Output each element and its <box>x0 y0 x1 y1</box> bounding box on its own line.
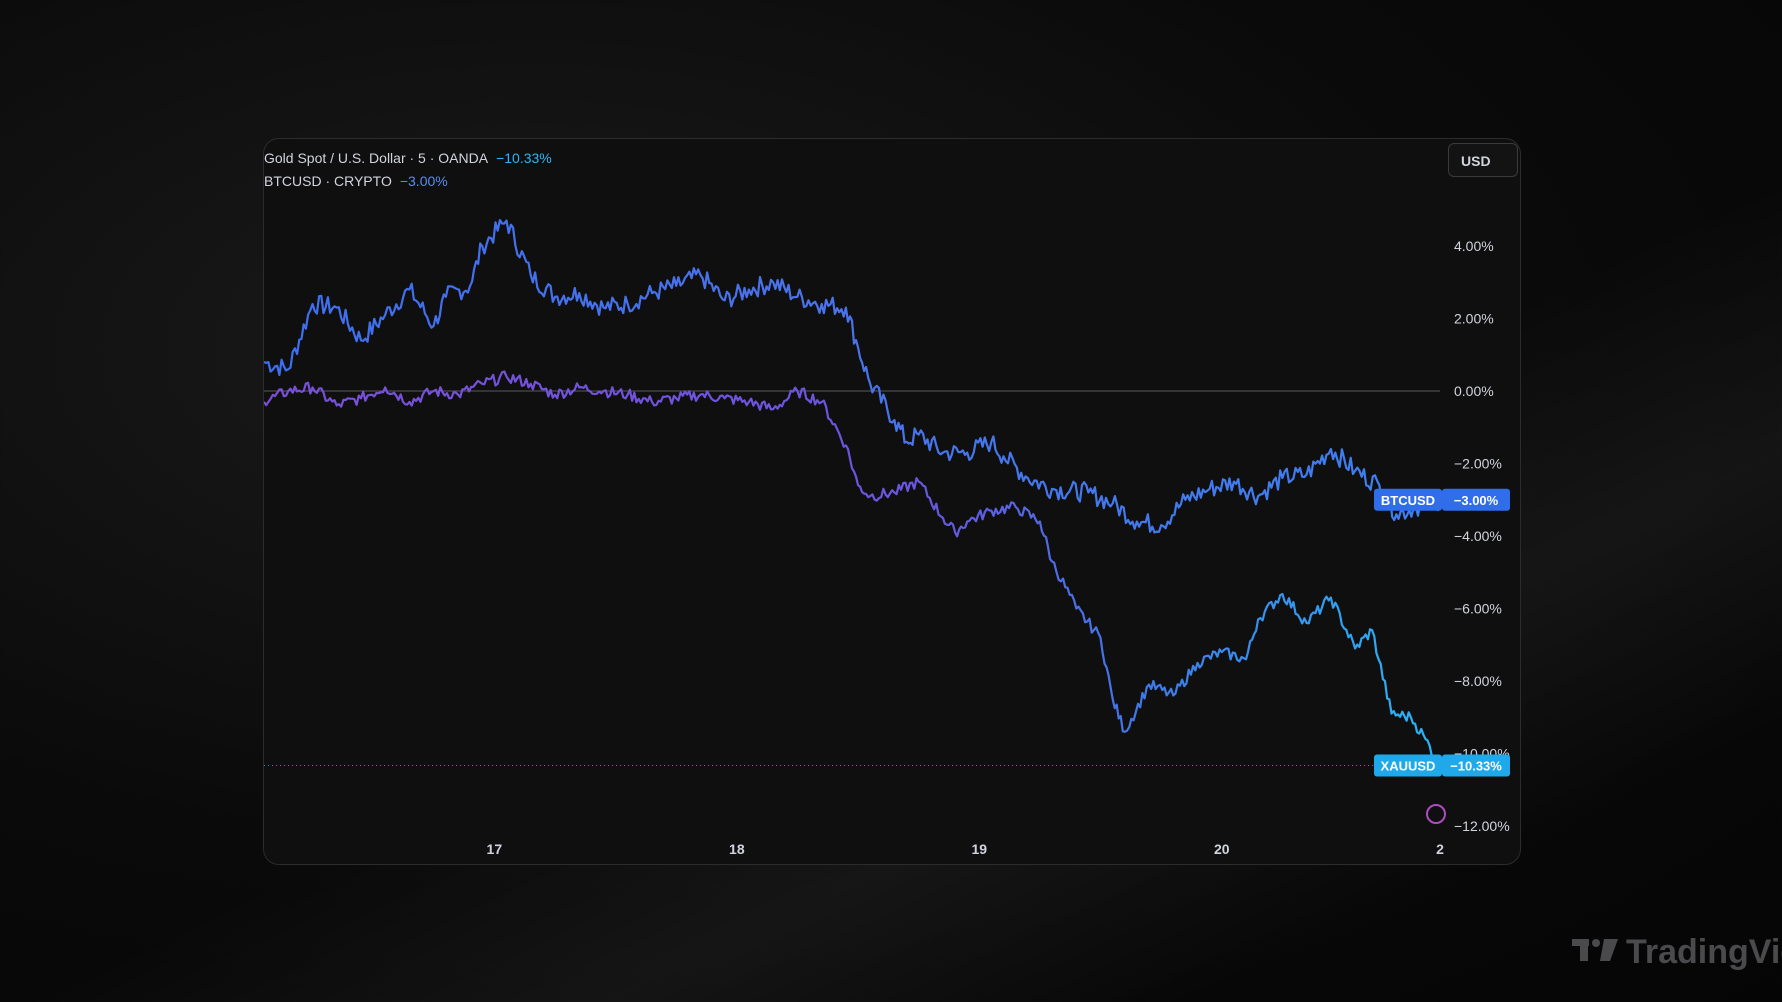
tradingview-watermark: TradingVie <box>1572 928 1782 972</box>
xauusd-value-tag-box <box>1442 754 1510 777</box>
x-tick-label: 17 <box>487 841 503 857</box>
btcusd-series-line[interactable] <box>264 219 1442 534</box>
y-tick-label: −2.00% <box>1454 456 1502 472</box>
legend-btc-change: −3.00% <box>399 173 448 189</box>
y-tick-label: −8.00% <box>1454 673 1502 689</box>
y-tick-label: −12.00% <box>1454 818 1510 834</box>
legend-gold-label: Gold Spot / U.S. Dollar · 5 · OANDA <box>264 150 489 166</box>
tradingview-logo-icon <box>1572 930 1618 974</box>
chart-panel[interactable]: Gold Spot / U.S. Dollar · 5 · OANDA −10.3… <box>263 138 1521 865</box>
legend-gold[interactable]: Gold Spot / U.S. Dollar · 5 · OANDA −10.3… <box>264 147 552 170</box>
xauusd-value-tag: −10.33% <box>1450 758 1502 773</box>
xauusd-tag-box[interactable] <box>1374 754 1442 777</box>
xauusd-series-line[interactable] <box>264 370 1442 766</box>
legend-btc[interactable]: BTCUSD · CRYPTO −3.00% <box>264 170 552 193</box>
y-tick-label: −4.00% <box>1454 528 1502 544</box>
comparison-chart[interactable]: 4.00% 2.00% 0.00% −2.00% −4.00% −6.00% −8.00% −… <box>264 139 1520 864</box>
x-tick-label: 18 <box>729 841 745 857</box>
xauusd-tag: XAUUSD <box>1381 758 1436 773</box>
y-tick-label: 2.00% <box>1454 311 1494 327</box>
btcusd-tag: BTCUSD <box>1381 493 1435 508</box>
legend-btc-label: BTCUSD · CRYPTO <box>264 173 392 189</box>
legend-gold-change: −10.33% <box>496 150 552 166</box>
x-tick-label: 19 <box>972 841 988 857</box>
replay-icon[interactable] <box>1426 804 1446 824</box>
y-tick-label: 0.00% <box>1454 383 1494 399</box>
x-tick-label: 20 <box>1214 841 1230 857</box>
y-tick-label: 4.00% <box>1454 238 1494 254</box>
watermark-text: TradingVie <box>1626 933 1782 972</box>
y-tick-label: −6.00% <box>1454 601 1502 617</box>
btcusd-value-tag: −3.00% <box>1454 493 1499 508</box>
currency-button[interactable]: USD <box>1448 143 1518 177</box>
x-tick-label: 2 <box>1436 841 1444 857</box>
chart-legend: Gold Spot / U.S. Dollar · 5 · OANDA −10.3… <box>264 147 552 193</box>
btcusd-value-tag-box <box>1442 488 1510 511</box>
btcusd-tag-box[interactable] <box>1374 488 1442 511</box>
